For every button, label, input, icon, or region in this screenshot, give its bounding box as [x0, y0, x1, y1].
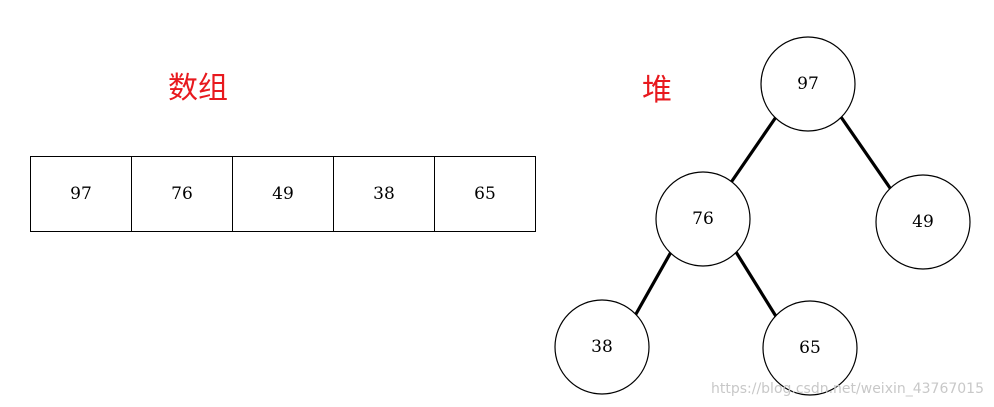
- tree-node-left: 76: [655, 171, 751, 267]
- tree-node-left-right: 65: [762, 300, 858, 396]
- node-label: 49: [912, 212, 934, 232]
- tree-edge: [839, 115, 892, 190]
- array-title: 数组: [168, 71, 228, 106]
- node-label: 38: [591, 337, 613, 357]
- node-label: 65: [799, 338, 821, 358]
- heap-title: 堆: [642, 73, 672, 108]
- node-label: 76: [692, 209, 714, 229]
- tree-edge: [634, 250, 673, 316]
- array-row: 97 76 49 38 65: [30, 156, 536, 232]
- tree-node-root: 97: [760, 36, 856, 132]
- array-cell: 65: [434, 156, 536, 232]
- tree-node-left-left: 38: [554, 299, 650, 395]
- tree-node-right: 49: [875, 174, 971, 270]
- watermark: https://blog.csdn.net/weixin_43767015: [710, 381, 984, 397]
- tree-edge: [730, 115, 778, 183]
- tree-edge: [734, 250, 779, 320]
- node-label: 97: [797, 74, 819, 94]
